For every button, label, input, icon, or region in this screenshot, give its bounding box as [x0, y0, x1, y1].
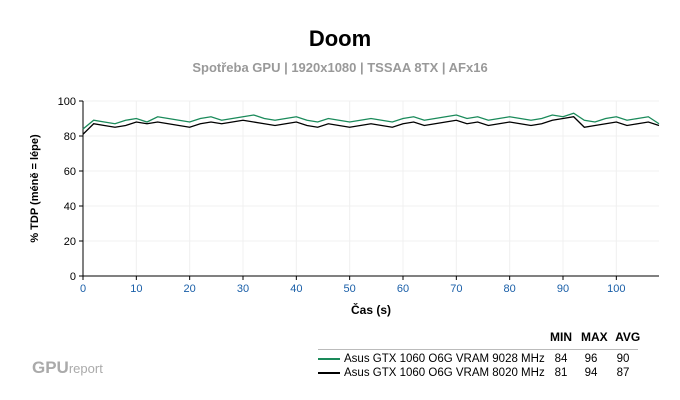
legend-row: Asus GTX 1060 O6G VRAM 8020 MHz 81 94 87 [318, 367, 629, 381]
legend-swatch [318, 357, 340, 360]
legend-label: Asus GTX 1060 O6G VRAM 9028 MHz [344, 353, 545, 365]
y-tick-label: 60 [64, 166, 76, 178]
legend-label: Asus GTX 1060 O6G VRAM 8020 MHz [344, 367, 545, 379]
x-tick-label: 20 [184, 283, 196, 295]
header-max: MAX [581, 330, 608, 344]
y-tick-label: 80 [64, 131, 76, 143]
x-tick-label: 90 [557, 283, 569, 295]
x-tick-label: 30 [237, 283, 249, 295]
chart-subtitle: Spotřeba GPU | 1920x1080 | TSSAA 8TX | A… [192, 60, 488, 75]
x-tick-label: 80 [504, 283, 516, 295]
legend-avg: 87 [616, 367, 630, 379]
x-axis-label: Čas (s) [351, 302, 391, 317]
y-tick-label: 40 [64, 201, 76, 213]
chart-title: Doom [308, 26, 372, 51]
header-avg: AVG [615, 330, 641, 344]
gpureport-logo: GPUreport [32, 358, 103, 377]
x-tick-label: 70 [450, 283, 462, 295]
x-tick-label: 0 [80, 283, 86, 295]
y-tick-label: 0 [70, 271, 76, 283]
legend-divider [318, 349, 638, 350]
legend-row: Asus GTX 1060 O6G VRAM 9028 MHz 84 96 90 [318, 353, 629, 367]
y-tick-label: 100 [58, 96, 76, 108]
legend-header: MIN MAX AVG [546, 330, 643, 344]
x-tick-label: 40 [290, 283, 302, 295]
x-tick-label: 100 [607, 283, 625, 295]
legend-avg: 90 [616, 353, 630, 365]
series-line-2 [82, 116, 660, 135]
x-tick-label: 60 [397, 283, 409, 295]
legend-min: 81 [554, 367, 568, 379]
y-tick-label: 20 [64, 236, 76, 248]
legend-swatch [318, 371, 340, 374]
legend-max: 96 [584, 353, 598, 365]
legend-min: 84 [554, 353, 568, 365]
x-tick-label: 50 [344, 283, 356, 295]
x-tick-label: 10 [130, 283, 142, 295]
series-line-1 [82, 112, 660, 130]
header-min: MIN [550, 330, 572, 344]
legend-max: 94 [584, 367, 598, 379]
y-axis-label: % TDP (méně = lépe) [29, 134, 41, 243]
